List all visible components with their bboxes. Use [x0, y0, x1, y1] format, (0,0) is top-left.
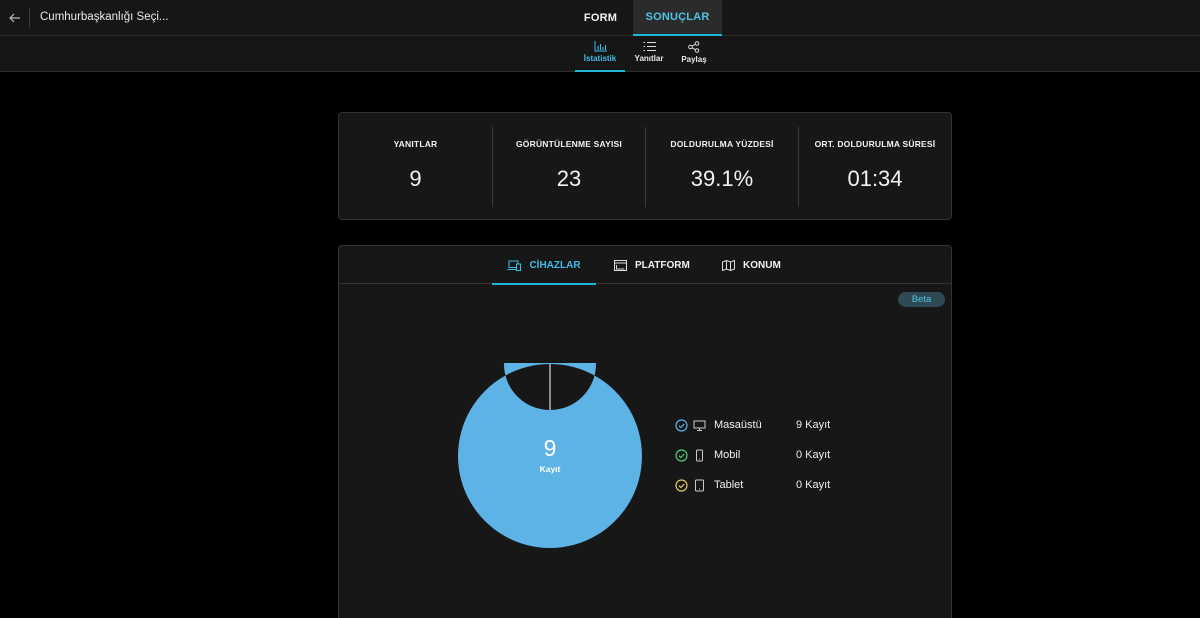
divider	[29, 8, 30, 28]
stats-card: YANITLAR 9 GÖRÜNTÜLENME SAYISI 23 DOLDUR…	[338, 112, 952, 220]
subnav-share[interactable]: Paylaş	[678, 41, 710, 71]
tab-devices-label: CİHAZLAR	[529, 259, 581, 271]
stat-value: 23	[556, 166, 582, 191]
tab-platform[interactable]: PLATFORM	[614, 246, 690, 284]
legend-label: Masaüstü	[714, 419, 762, 431]
stat-label: DOLDURULMA YÜZDESİ	[670, 139, 774, 149]
devices-icon	[507, 260, 522, 271]
arrow-left-icon	[9, 13, 20, 23]
stat-avg-time: ORT. DOLDURULMA SÜRESİ 01:34	[798, 127, 951, 207]
chart-tabs: CİHAZLAR PLATFORM KONUM	[339, 246, 951, 285]
window-icon	[614, 259, 627, 271]
stat-label: GÖRÜNTÜLENME SAYISI	[516, 139, 622, 149]
sub-navigation: İstatistik Yanıtlar Paylaş	[0, 36, 1200, 72]
tab-form[interactable]: FORM	[583, 12, 618, 24]
legend-label: Mobil	[714, 449, 741, 461]
legend-count: 0 Kayıt	[796, 449, 831, 461]
stat-value: 01:34	[847, 166, 903, 191]
subnav-answers[interactable]: Yanıtlar	[630, 41, 668, 71]
subnav-statistics-label: İstatistik	[583, 54, 617, 63]
legend-count: 9 Kayıt	[796, 419, 831, 431]
map-icon	[722, 259, 735, 271]
stat-label: YANITLAR	[393, 139, 438, 149]
stat-value: 9	[409, 166, 422, 191]
check-circle-icon	[675, 418, 688, 432]
tab-location-label: KONUM	[743, 259, 781, 271]
subnav-statistics[interactable]: İstatistik	[575, 41, 625, 72]
beta-badge: Beta	[898, 292, 945, 307]
devices-donut-chart	[458, 363, 642, 548]
devices-chart-card: CİHAZLAR PLATFORM KONUM Beta 9 Kayıt M	[338, 245, 952, 618]
stat-label: ORT. DOLDURULMA SÜRESİ	[814, 139, 936, 149]
legend-count: 0 Kayıt	[796, 479, 831, 491]
donut-slice-desktop	[458, 363, 642, 548]
bar-chart-icon	[594, 41, 607, 52]
stat-completion-rate: DOLDURULMA YÜZDESİ 39.1%	[645, 127, 798, 207]
tab-devices[interactable]: CİHAZLAR	[492, 246, 596, 285]
form-title: Cumhurbaşkanlığı Seçi...	[40, 11, 169, 23]
back-button[interactable]	[4, 8, 26, 28]
donut-center-label: Kayıt	[539, 464, 561, 474]
subnav-answers-label: Yanıtlar	[634, 54, 664, 63]
donut-center-value: 9	[543, 435, 557, 461]
mobile-icon	[696, 449, 703, 461]
tab-results[interactable]: SONUÇLAR	[633, 0, 722, 36]
legend-item-desktop[interactable]: Masaüstü 9 Kayıt	[675, 417, 830, 433]
subnav-share-label: Paylaş	[681, 55, 707, 64]
share-icon	[688, 41, 700, 53]
tablet-icon	[695, 479, 704, 491]
legend-item-mobile[interactable]: Mobil 0 Kayıt	[675, 447, 830, 463]
legend-item-tablet[interactable]: Tablet 0 Kayıt	[675, 477, 830, 493]
tab-platform-label: PLATFORM	[635, 259, 690, 271]
stat-responses: YANITLAR 9	[339, 127, 492, 207]
top-bar: Cumhurbaşkanlığı Seçi... FORM SONUÇLAR	[0, 0, 1200, 36]
check-circle-icon	[675, 448, 688, 462]
legend-label: Tablet	[714, 479, 744, 491]
desktop-icon	[693, 420, 706, 431]
stat-views: GÖRÜNTÜLENME SAYISI 23	[492, 127, 645, 207]
check-circle-icon	[675, 478, 688, 492]
stat-value: 39.1%	[690, 166, 754, 191]
list-icon	[643, 42, 656, 51]
tab-location[interactable]: KONUM	[722, 246, 781, 284]
